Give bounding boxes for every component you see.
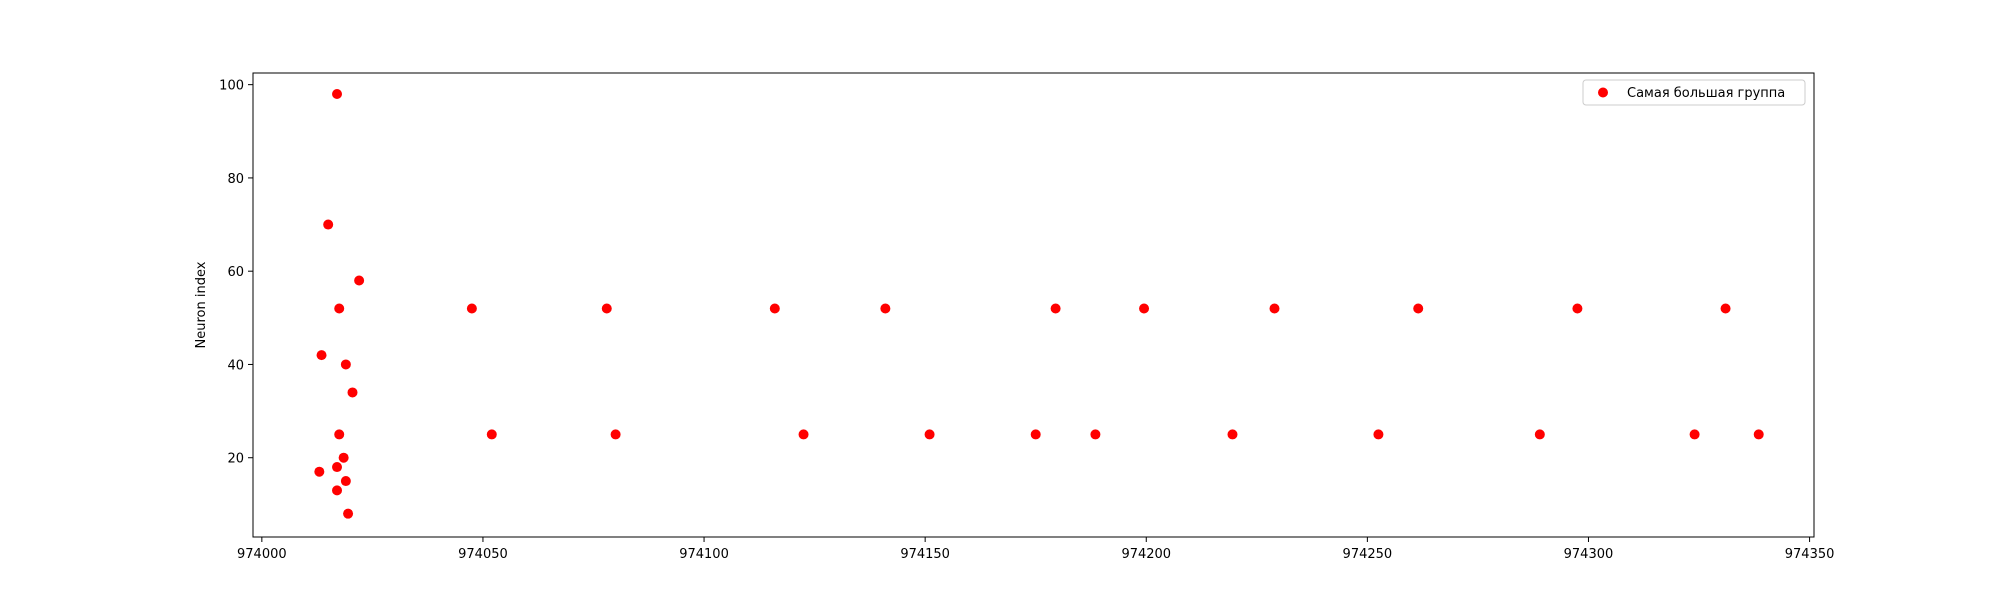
data-point: [1572, 303, 1583, 314]
data-point: [354, 275, 365, 286]
legend-marker: [1598, 87, 1608, 98]
data-point: [486, 429, 497, 440]
x-tick-label: 974000: [237, 547, 287, 562]
data-point: [1534, 429, 1545, 440]
x-tick-label: 974150: [900, 547, 950, 562]
data-point: [338, 452, 349, 463]
data-point: [332, 462, 343, 473]
data-point: [323, 219, 334, 230]
data-point: [1227, 429, 1238, 440]
data-point: [1689, 429, 1700, 440]
data-point: [334, 303, 345, 314]
data-point: [340, 359, 351, 370]
data-point: [1720, 303, 1731, 314]
y-tick-label: 20: [227, 452, 244, 467]
data-point: [314, 466, 325, 477]
x-tick-label: 974100: [679, 547, 729, 562]
y-tick-label: 60: [227, 265, 244, 280]
data-point: [316, 350, 327, 361]
data-point: [1413, 303, 1424, 314]
x-tick-label: 974350: [1785, 547, 1835, 562]
data-point: [610, 429, 621, 440]
data-point: [601, 303, 612, 314]
y-tick-label: 100: [219, 79, 244, 94]
data-point: [340, 476, 351, 487]
legend-label: Самая большая группа: [1627, 86, 1785, 101]
data-point: [1753, 429, 1764, 440]
data-point: [1090, 429, 1101, 440]
legend-box: [1582, 79, 1806, 106]
data-point: [343, 508, 354, 519]
data-point: [1269, 303, 1280, 314]
data-point: [1030, 429, 1041, 440]
x-tick-label: 974050: [458, 547, 508, 562]
x-axis: 974000 974050 974100 974150 974200 974250 9743…: [237, 537, 1834, 562]
data-point: [798, 429, 809, 440]
y-axis: 20 40 60 80 100: [219, 79, 253, 467]
y-axis-label: Neuron index: [194, 261, 209, 348]
data-point: [334, 429, 345, 440]
data-point: [1050, 303, 1061, 314]
data-point: [466, 303, 477, 314]
points-layer: [314, 88, 1764, 519]
data-point: [1373, 429, 1384, 440]
data-point: [332, 485, 343, 496]
y-tick-label: 80: [227, 172, 244, 187]
legend: Самая большая группа: [1582, 79, 1806, 106]
plot-area-frame: [252, 72, 1815, 538]
x-tick-label: 974300: [1564, 547, 1614, 562]
data-point: [880, 303, 891, 314]
x-tick-label: 974200: [1121, 547, 1171, 562]
data-point: [769, 303, 780, 314]
data-point: [1139, 303, 1150, 314]
data-point: [332, 88, 343, 99]
data-point: [924, 429, 935, 440]
x-tick-label: 974250: [1343, 547, 1393, 562]
data-point: [347, 387, 358, 398]
y-tick-label: 40: [227, 358, 244, 373]
